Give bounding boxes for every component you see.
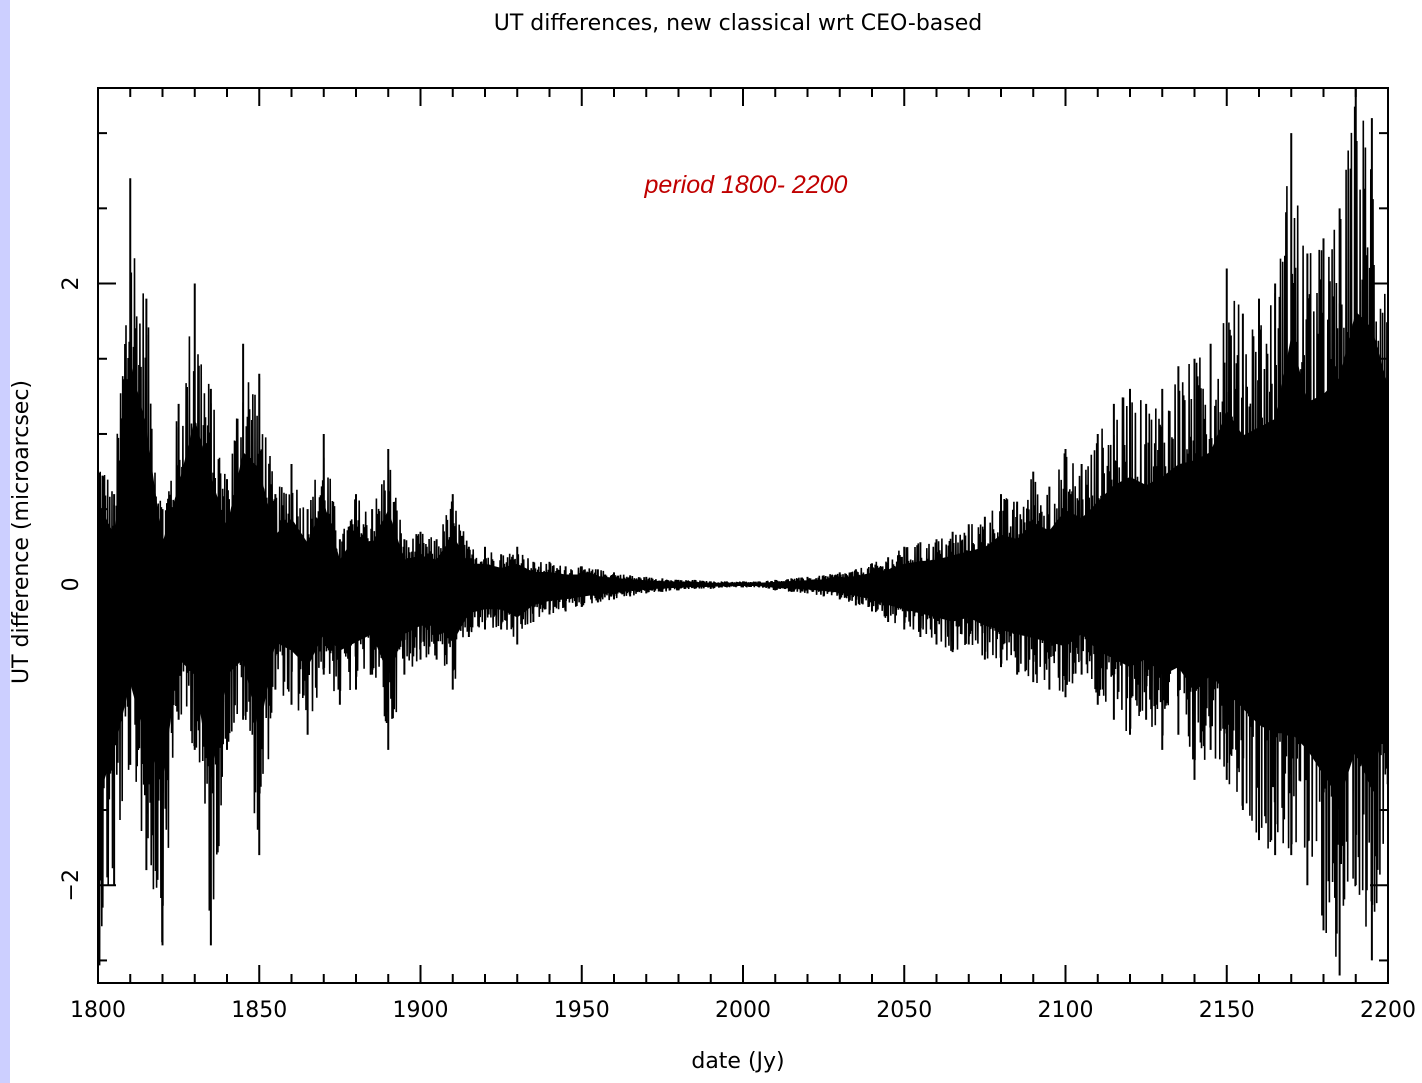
period-annotation: period 1800- 2200 [644, 171, 848, 199]
y-axis-label: UT difference (microarcsec) [10, 380, 34, 684]
x-tick-label: 1950 [554, 998, 610, 1023]
axis-ticks: 1800 1850 1900 1950 2000 2050 2100 2150 2200 −2 0 2 [59, 88, 1416, 1023]
chart-svg: UT differences, new classical wrt CEO-ba… [10, 11, 1416, 1074]
x-tick-label: 2100 [1038, 998, 1094, 1023]
data-series [97, 88, 1389, 976]
x-tick-label: 1800 [70, 998, 126, 1023]
plot-frame: UT differences, new classical wrt CEO-ba… [10, 0, 1422, 1083]
x-tick-label: 1900 [393, 998, 449, 1023]
x-tick-label: 2000 [715, 998, 771, 1023]
x-tick-label: 1850 [231, 998, 287, 1023]
x-tick-label: 2150 [1199, 998, 1255, 1023]
chart-title: UT differences, new classical wrt CEO-ba… [494, 11, 983, 36]
y-tick-label: −2 [59, 869, 84, 901]
x-tick-label: 2200 [1360, 998, 1416, 1023]
x-tick-label: 2050 [876, 998, 932, 1023]
x-axis-label: date (Jy) [691, 1049, 784, 1074]
y-tick-label: 2 [59, 277, 84, 291]
y-tick-label: 0 [59, 577, 84, 591]
